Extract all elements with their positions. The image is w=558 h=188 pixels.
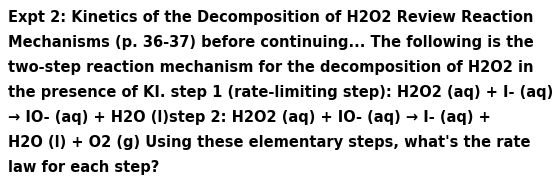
Text: law for each step?: law for each step?: [8, 160, 160, 175]
Text: H2O (l) + O2 (g) Using these elementary steps, what's the rate: H2O (l) + O2 (g) Using these elementary …: [8, 135, 531, 150]
Text: two-step reaction mechanism for the decomposition of H2O2 in: two-step reaction mechanism for the deco…: [8, 60, 533, 75]
Text: Expt 2: Kinetics of the Decomposition of H2O2 Review Reaction: Expt 2: Kinetics of the Decomposition of…: [8, 10, 533, 25]
Text: → IO- (aq) + H2O (l)step 2: H2O2 (aq) + IO- (aq) → I- (aq) +: → IO- (aq) + H2O (l)step 2: H2O2 (aq) + …: [8, 110, 490, 125]
Text: Mechanisms (p. 36-37) before continuing... The following is the: Mechanisms (p. 36-37) before continuing.…: [8, 35, 534, 50]
Text: the presence of KI. step 1 (rate-limiting step): H2O2 (aq) + I- (aq): the presence of KI. step 1 (rate-limitin…: [8, 85, 553, 100]
